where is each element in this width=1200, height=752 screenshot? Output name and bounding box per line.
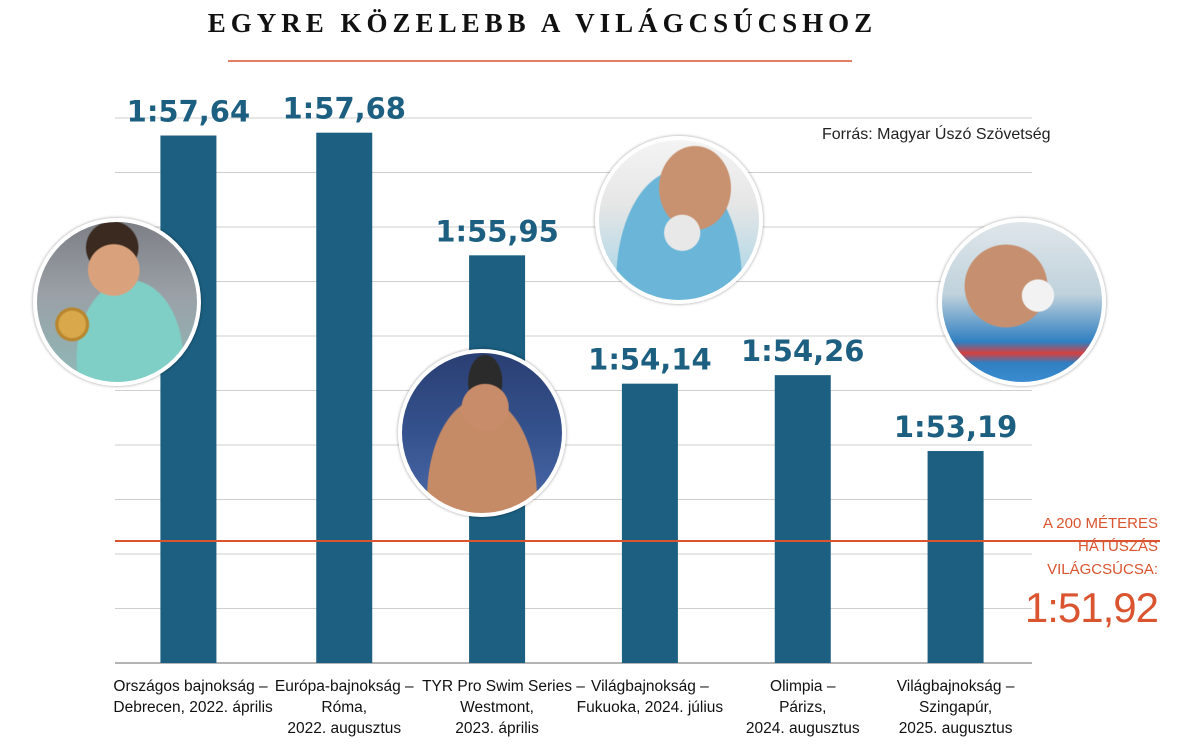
world-record-label-line: VILÁGCSÚCSA:	[1047, 561, 1158, 578]
x-tick-label-line: 2024. augusztus	[745, 720, 860, 737]
x-tick-label: Világbajnokság – Fukuoka, 2024. július	[575, 676, 725, 718]
bar-value-label: 1:57,68	[282, 92, 406, 126]
bar	[927, 451, 984, 663]
bar	[621, 383, 678, 663]
x-tick-label-line: Európa-bajnokság –	[274, 678, 414, 695]
bar-value-label: 1:55,95	[435, 214, 559, 248]
world-record-value: 1:51,92	[1024, 584, 1159, 631]
bar-value-label: 1:54,26	[741, 334, 865, 368]
x-tick-label: Európa-bajnokság – Róma, 2022. augusztus	[269, 676, 419, 739]
x-tick-label: TYR Pro Swim Series – Westmont, 2023. ápri…	[422, 676, 585, 739]
x-tick-label-line: Róma,	[321, 699, 368, 716]
x-tick-label-line: 2023. április	[455, 720, 539, 737]
x-tick-label: Országos bajnokság – Debrecen, 2022. ápri…	[113, 676, 273, 718]
x-tick-label-line: TYR Pro Swim Series –	[422, 678, 585, 695]
x-tick-label-line: Szingapúr,	[918, 699, 993, 716]
swimmer-gold-medal-photo	[33, 218, 201, 386]
bar-value-label: 1:54,14	[588, 343, 712, 377]
chart-title: EGYRE KÖZELEBB A VILÁGCSÚCSHOZ	[207, 8, 878, 38]
x-tick-label-line: Világbajnokság –	[896, 678, 1015, 695]
swimmer-backstroke-start-photo	[595, 136, 763, 304]
x-tick-label-line: Országos bajnokság –	[113, 678, 268, 695]
world-record-label-line: A 200 MÉTERES	[1042, 515, 1158, 532]
x-tick-label-line: Debrecen, 2022. április	[113, 699, 273, 716]
source-note: Forrás: Magyar Úszó Szövetség	[822, 126, 1051, 143]
world-record-label-line: HÁTÚSZÁS	[1077, 538, 1158, 555]
x-tick-label-line: Párizs,	[779, 699, 827, 716]
bar	[774, 375, 831, 663]
bar	[316, 132, 373, 663]
x-tick-label-line: 2025. augusztus	[898, 720, 1013, 737]
x-tick-label: Olimpia – Párizs, 2024. augusztus	[728, 676, 878, 739]
x-tick-label-line: Westmont,	[460, 699, 534, 716]
x-tick-label: Világbajnokság – Szingapúr, 2025. augusztu…	[881, 676, 1031, 739]
bar	[160, 135, 217, 663]
x-tick-label-line: 2022. augusztus	[287, 720, 402, 737]
x-tick-label-line: Világbajnokság –	[591, 678, 709, 695]
x-tick-label-line: Olimpia –	[770, 678, 836, 695]
swimmer-start-block-photo	[938, 218, 1106, 386]
world-record-callout: A 200 MÉTERES HÁTÚSZÁS VILÁGCSÚCSA: 1:51…	[1024, 512, 1159, 633]
bar-value-label: 1:53,19	[894, 410, 1018, 444]
bar-value-label: 1:57,64	[127, 95, 251, 129]
swimmer-goggles-photo	[398, 349, 566, 517]
x-tick-label-line: Fukuoka, 2024. július	[576, 699, 724, 716]
